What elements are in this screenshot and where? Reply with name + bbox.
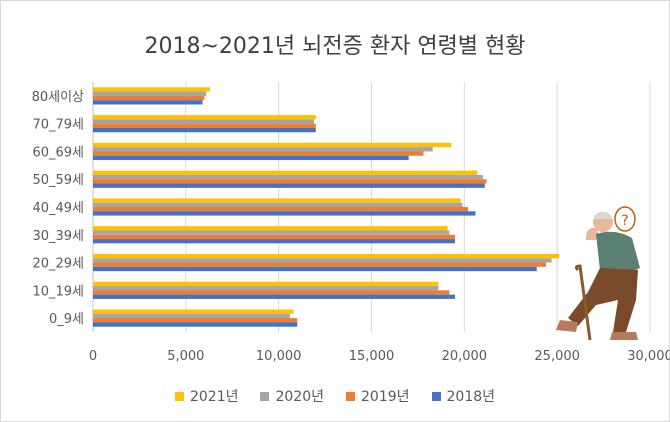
chart-legend: 2021년 2020년 2019년 2018년 xyxy=(0,386,670,406)
question-mark-icon: ? xyxy=(621,213,628,229)
x-tick-label: 20,000 xyxy=(442,349,488,364)
bar xyxy=(93,198,461,203)
bar xyxy=(93,87,210,92)
bar xyxy=(93,281,439,287)
x-tick-label: 10,000 xyxy=(256,349,302,364)
bar xyxy=(93,262,547,267)
y-tick-label: 10_19세 xyxy=(32,284,84,299)
bar xyxy=(93,313,290,319)
legend-label: 2019년 xyxy=(361,389,410,405)
legend-swatch xyxy=(260,391,270,401)
bar xyxy=(93,123,316,128)
bar xyxy=(93,119,314,124)
legend-swatch xyxy=(174,391,184,401)
bar xyxy=(93,309,294,314)
bar xyxy=(93,258,552,263)
bar xyxy=(93,322,298,327)
bar xyxy=(93,318,298,323)
x-tick-label: 25,000 xyxy=(534,349,580,364)
bar xyxy=(93,174,483,180)
legend-label: 2018년 xyxy=(446,389,496,405)
bar xyxy=(93,290,450,295)
bar xyxy=(93,147,433,152)
bar xyxy=(93,207,469,212)
bar xyxy=(93,95,205,101)
bar xyxy=(93,179,487,184)
x-tick-label: 15,000 xyxy=(349,349,395,364)
bar xyxy=(93,170,478,175)
x-tick-label: 0 xyxy=(89,349,97,364)
y-tick-label: 30_39세 xyxy=(32,229,84,244)
legend-item-2019: 2019년 xyxy=(346,386,410,406)
jacket-icon xyxy=(596,231,640,273)
trousers-icon xyxy=(568,268,638,332)
question-bubble-icon xyxy=(614,206,636,232)
bar xyxy=(93,211,476,216)
bar xyxy=(93,294,456,299)
bar xyxy=(93,127,316,133)
bar xyxy=(93,226,448,231)
legend-item-2020: 2020년 xyxy=(260,386,324,406)
bar xyxy=(93,239,456,244)
bar xyxy=(93,115,316,120)
y-tick-label: 60_69세 xyxy=(32,145,84,160)
legend-label: 2020년 xyxy=(275,389,324,405)
legend-label: 2021년 xyxy=(189,389,239,405)
bar xyxy=(93,151,424,156)
cane-icon xyxy=(574,264,592,341)
bar xyxy=(93,234,456,240)
y-tick-label: 50_59세 xyxy=(32,173,84,188)
legend-swatch xyxy=(431,391,441,401)
bar xyxy=(93,91,207,96)
bar xyxy=(93,155,409,161)
bar xyxy=(93,142,452,148)
legend-item-2018: 2018년 xyxy=(431,386,496,406)
elderly-man-illustration: ? xyxy=(556,206,640,341)
y-tick-label: 80세이상 xyxy=(32,90,84,105)
y-tick-label: 70_79세 xyxy=(32,118,84,133)
bar xyxy=(93,253,560,259)
legend-swatch xyxy=(346,391,355,401)
x-tick-label: 30,000 xyxy=(627,349,670,364)
y-tick-label: 20_29세 xyxy=(32,257,84,272)
chart-title: 2018~2021년 뇌전증 환자 연령별 현황 xyxy=(144,34,526,59)
bar xyxy=(93,230,450,235)
x-tick-label: 5,000 xyxy=(167,349,204,364)
bar xyxy=(93,183,485,188)
y-tick-label: 0_9세 xyxy=(49,312,84,327)
bar xyxy=(93,202,463,207)
bar xyxy=(93,100,203,105)
bar xyxy=(93,286,439,291)
legend-item-2021: 2021년 xyxy=(174,386,239,406)
bar xyxy=(93,266,537,272)
y-tick-label: 40_49세 xyxy=(32,201,84,216)
